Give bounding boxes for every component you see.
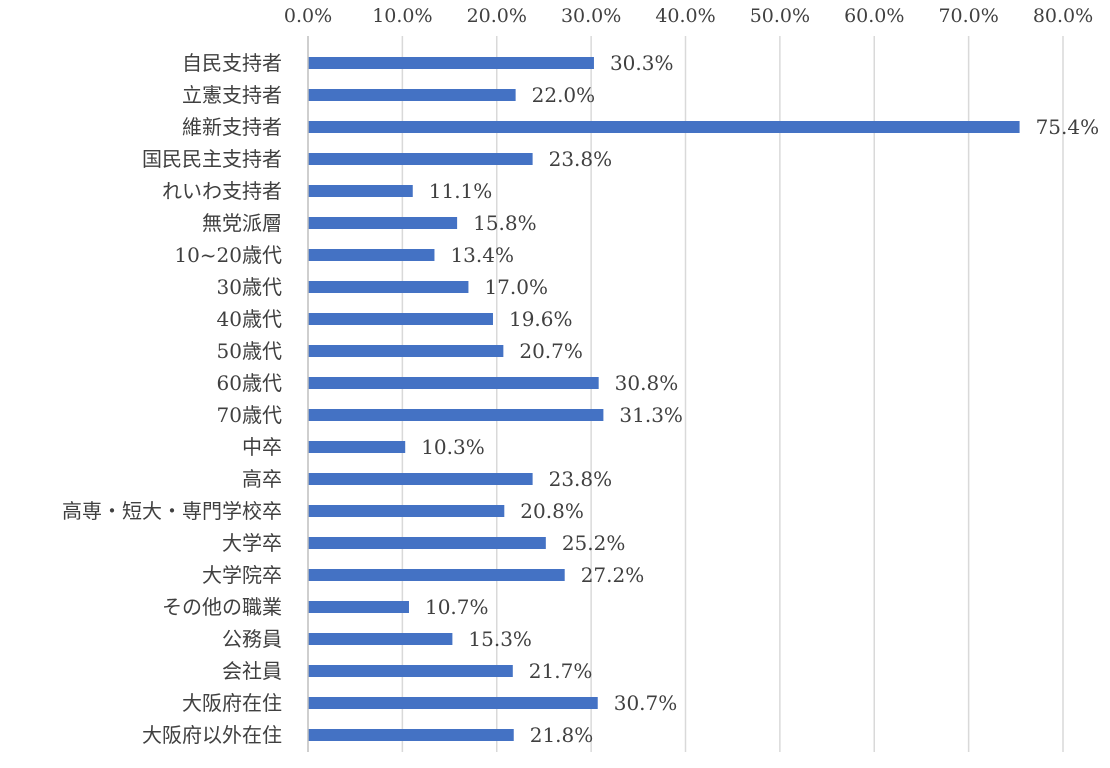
x-axis-tick-labels: 0.0% 10.0% 20.0% 30.0% 40.0% 50.0% 60.0% 70.0% 8… (284, 5, 1093, 27)
bar (308, 505, 505, 517)
x-tick-label: 30.0% (561, 5, 621, 27)
x-tick-label: 60.0% (844, 5, 904, 27)
x-tick-label: 80.0% (1033, 5, 1093, 27)
bar (308, 345, 504, 357)
category-label: その他の職業 (162, 595, 282, 619)
bar (308, 313, 493, 325)
value-label: 30.8% (615, 371, 679, 395)
bar (308, 281, 469, 293)
bar (308, 697, 598, 709)
value-label: 21.7% (529, 659, 593, 683)
value-label: 11.1% (429, 179, 493, 203)
category-label: 維新支持者 (182, 115, 282, 139)
value-label: 15.8% (473, 211, 537, 235)
category-label: 高専・短大・専門学校卒 (62, 499, 282, 523)
value-label: 13.4% (450, 243, 514, 267)
category-label: 国民民主支持者 (142, 147, 282, 171)
category-label: 高卒 (242, 467, 282, 491)
bar (308, 665, 513, 677)
category-label: 大阪府以外在住 (142, 723, 282, 747)
category-label: 大学卒 (222, 531, 282, 555)
bar (308, 569, 565, 581)
value-label: 25.2% (562, 531, 626, 555)
category-label: 30歳代 (217, 275, 282, 299)
x-tick-label: 10.0% (372, 5, 432, 27)
bar (308, 217, 458, 229)
value-label: 20.7% (519, 339, 583, 363)
category-label: 会社員 (222, 659, 282, 683)
bar (308, 537, 546, 549)
bar (308, 121, 1020, 133)
value-label: 30.7% (614, 691, 678, 715)
category-label: 公務員 (222, 627, 282, 651)
value-label: 10.3% (421, 435, 485, 459)
category-label: 10~20歳代 (174, 243, 282, 267)
category-label: 無党派層 (202, 211, 282, 235)
bar (308, 185, 413, 197)
category-label: れいわ支持者 (162, 179, 282, 203)
bar (308, 409, 604, 421)
bar (308, 57, 594, 69)
x-tick-label: 40.0% (655, 5, 715, 27)
value-labels: 30.3% 22.0% 75.4% 23.8% 11.1% 15.8% 13.4% 17.0%… (421, 51, 1099, 747)
value-label: 31.3% (619, 403, 683, 427)
value-label: 19.6% (509, 307, 573, 331)
value-label: 75.4% (1036, 115, 1100, 139)
value-label: 27.2% (581, 563, 645, 587)
bar (308, 633, 453, 645)
bar (308, 89, 516, 101)
bar (308, 441, 406, 453)
x-tick-label: 20.0% (467, 5, 527, 27)
bar (308, 473, 533, 485)
category-label: 50歳代 (217, 339, 282, 363)
category-label: 立憲支持者 (182, 83, 282, 107)
category-label: 70歳代 (217, 403, 282, 427)
category-label: 40歳代 (217, 307, 282, 331)
value-label: 30.3% (610, 51, 674, 75)
value-label: 20.8% (520, 499, 584, 523)
value-label: 23.8% (549, 467, 613, 491)
value-label: 15.3% (468, 627, 532, 651)
category-label: 中卒 (242, 435, 282, 459)
value-label: 22.0% (532, 83, 596, 107)
bar (308, 153, 533, 165)
bar (308, 377, 599, 389)
category-label: 大学院卒 (202, 563, 282, 587)
bar (308, 729, 514, 741)
category-label: 大阪府在住 (182, 691, 282, 715)
bars (308, 57, 1020, 741)
x-tick-label: 50.0% (750, 5, 810, 27)
category-label: 60歳代 (217, 371, 282, 395)
category-label: 自民支持者 (182, 51, 282, 75)
x-tick-label: 0.0% (284, 5, 332, 27)
x-tick-label: 70.0% (938, 5, 998, 27)
value-label: 21.8% (530, 723, 594, 747)
value-label: 23.8% (549, 147, 613, 171)
value-label: 17.0% (484, 275, 548, 299)
value-label: 10.7% (425, 595, 489, 619)
bar (308, 249, 435, 261)
bar (308, 601, 409, 613)
